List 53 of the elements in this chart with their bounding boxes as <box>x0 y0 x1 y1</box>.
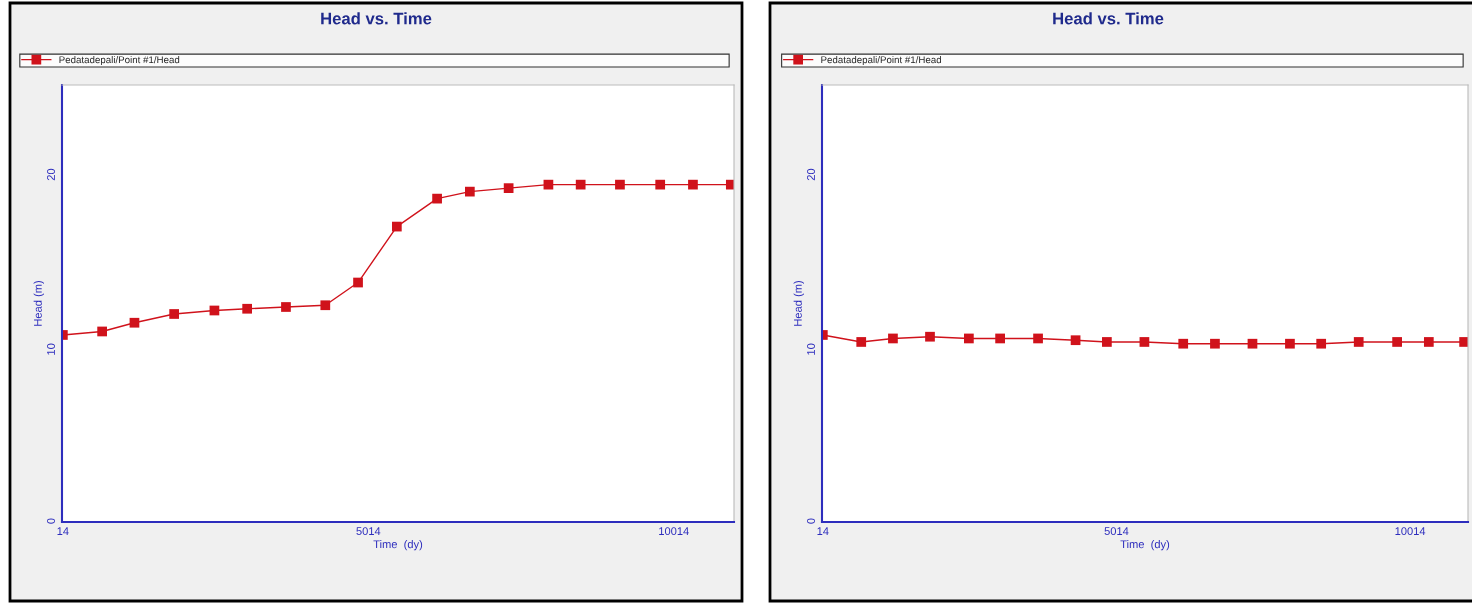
point <box>432 193 442 204</box>
point <box>1210 338 1220 349</box>
x-tick-label: 5014 <box>1104 527 1129 536</box>
point <box>1247 338 1258 349</box>
point <box>688 179 698 190</box>
point <box>1070 335 1081 346</box>
point <box>353 277 363 288</box>
chart-title: Head vs. Time <box>321 12 432 25</box>
point <box>655 179 666 190</box>
point <box>1139 337 1150 347</box>
point <box>1102 337 1112 347</box>
x-tick-label: 10014 <box>1395 527 1426 536</box>
chart-title: Head vs. Time <box>1053 12 1164 25</box>
x-axis-title: Time (dy) <box>373 540 423 551</box>
point <box>575 179 586 190</box>
x-tick-label: 14 <box>817 527 829 535</box>
y-tick-label: 0 <box>47 518 55 524</box>
point <box>888 333 898 344</box>
y-tick-label: 20 <box>47 168 55 181</box>
point <box>464 186 475 197</box>
y-tick-label: 10 <box>807 343 815 355</box>
point <box>1423 337 1434 347</box>
point <box>281 302 291 312</box>
point <box>242 303 253 314</box>
x-tick-label: 10014 <box>659 527 689 536</box>
point <box>129 317 140 328</box>
x-axis-title: Time (dy) <box>1120 540 1170 551</box>
point <box>925 331 935 342</box>
point <box>1392 337 1402 347</box>
point <box>856 337 867 347</box>
point <box>1033 333 1043 344</box>
point <box>1316 338 1327 349</box>
y-tick-label: 0 <box>807 518 815 524</box>
point <box>1353 337 1364 347</box>
point <box>391 221 402 232</box>
point <box>1459 337 1468 347</box>
point <box>995 333 1005 344</box>
y-tick-label: 20 <box>807 168 815 181</box>
point <box>1178 338 1189 349</box>
x-tick-label: 14 <box>57 527 69 535</box>
point <box>503 183 514 193</box>
point <box>97 326 107 337</box>
legend-label: Pedatadepali/Point #1/Head <box>59 56 180 66</box>
y-axis-title: Head (m) <box>793 281 804 326</box>
y-axis-title: Head (m) <box>33 281 44 326</box>
point <box>1285 338 1295 349</box>
x-tick-label: 5014 <box>356 527 381 536</box>
legend-label: Pedatadepali/Point #1/Head <box>821 56 941 66</box>
point <box>964 333 974 344</box>
point <box>169 309 180 319</box>
point <box>615 179 625 190</box>
y-tick-label: 10 <box>47 343 55 355</box>
point <box>320 300 331 311</box>
